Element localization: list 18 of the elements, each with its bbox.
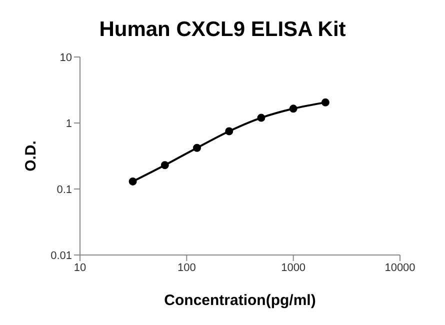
x-axis-title: Concentration(pg/ml) bbox=[164, 292, 316, 309]
x-tick-label: 10 bbox=[74, 262, 86, 274]
point bbox=[225, 127, 234, 136]
x-tick-label: 100 bbox=[177, 262, 196, 274]
point bbox=[257, 114, 266, 122]
point bbox=[289, 104, 298, 113]
y-axis-title: O.D. bbox=[22, 140, 40, 172]
y-tick-label: 10 bbox=[60, 52, 72, 64]
point bbox=[128, 177, 137, 186]
y-tick-label: 0.1 bbox=[56, 184, 72, 196]
chart-title: Human CXCL9 ELISA Kit bbox=[98, 18, 347, 42]
x-tick-label: 1000 bbox=[281, 262, 306, 274]
x-tick-label: 10000 bbox=[384, 262, 416, 274]
point bbox=[193, 144, 202, 152]
y-tick-label: 1 bbox=[66, 118, 72, 130]
point bbox=[321, 98, 330, 106]
point bbox=[160, 161, 169, 170]
y-tick-label: 0.01 bbox=[50, 250, 72, 262]
